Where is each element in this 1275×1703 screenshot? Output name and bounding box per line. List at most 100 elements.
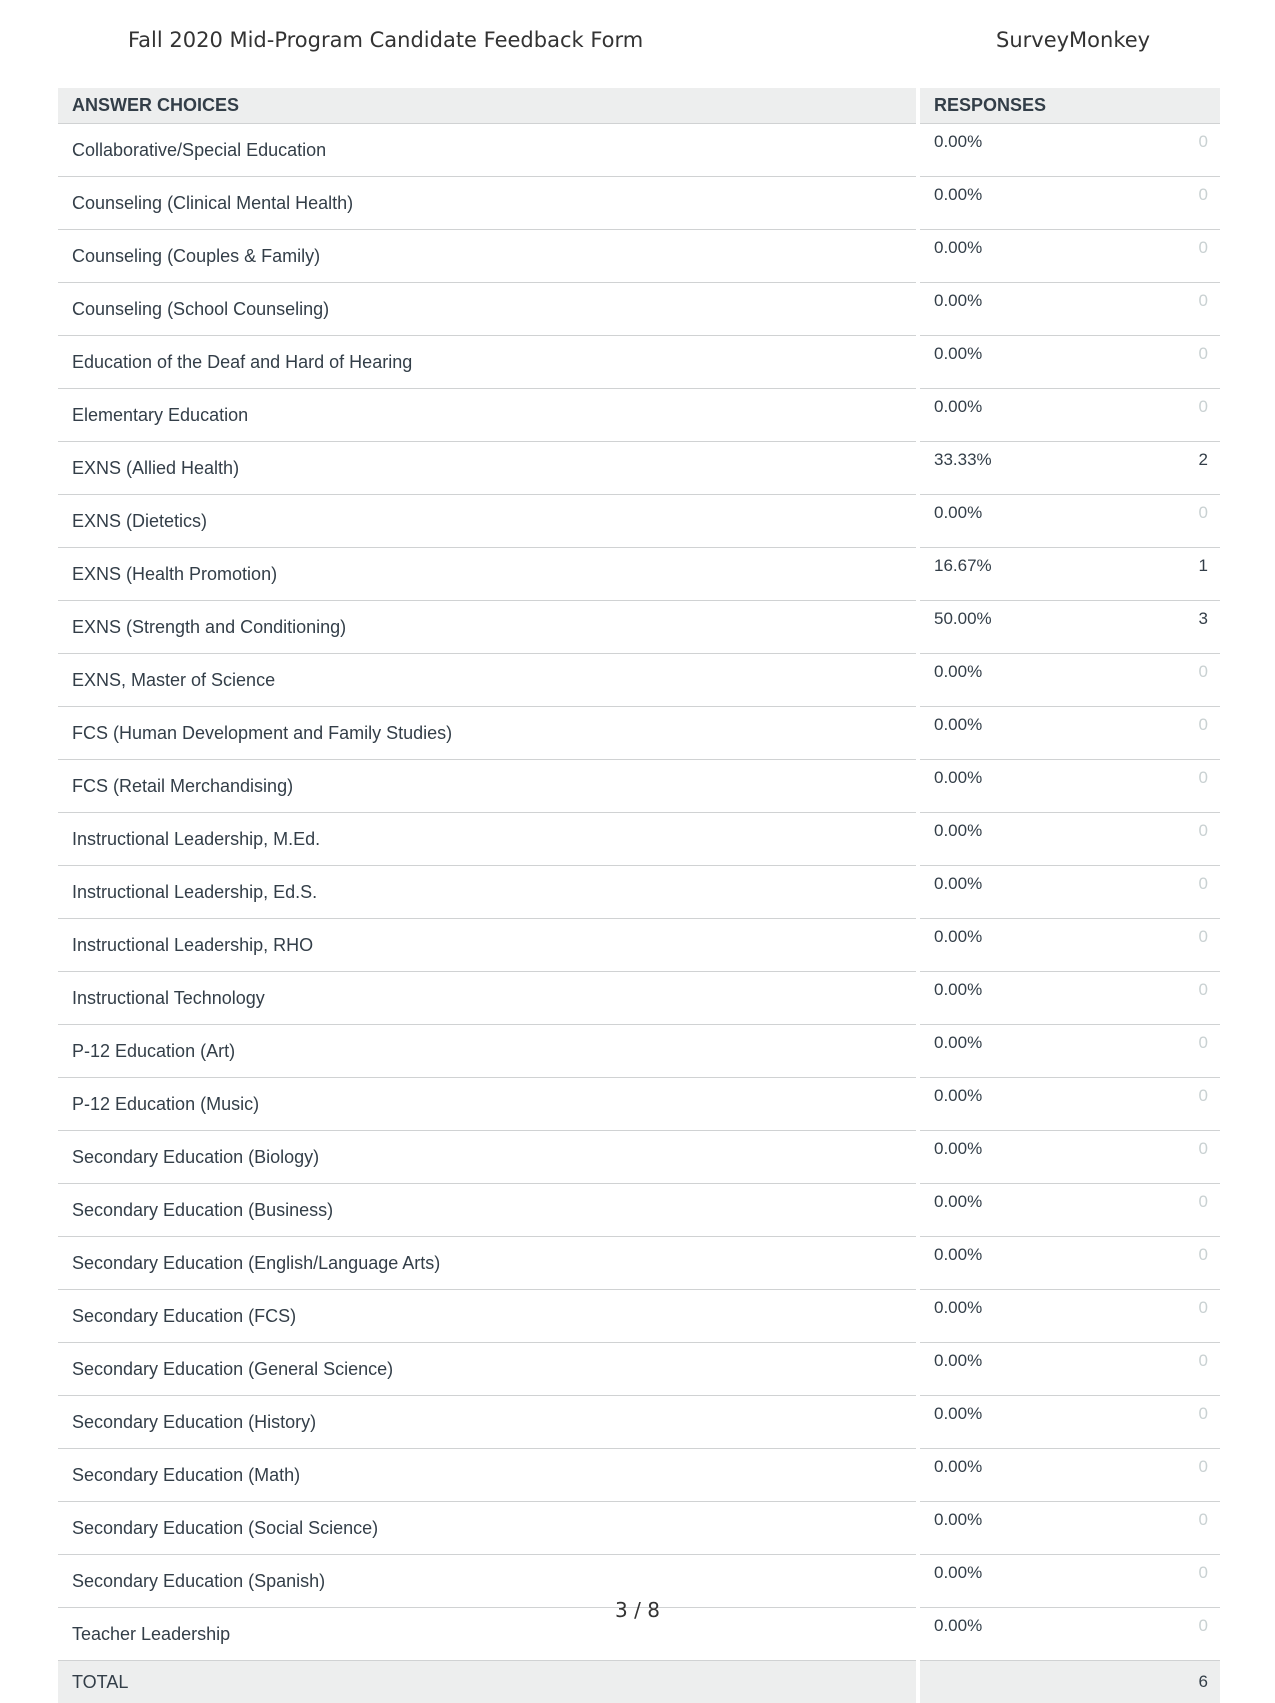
answer-choice-label: EXNS (Dietetics): [58, 495, 918, 548]
response-count: 0: [1108, 1396, 1220, 1449]
response-count: 0: [1108, 1078, 1220, 1131]
answer-choice-label: Secondary Education (Social Science): [58, 1502, 918, 1555]
total-count: 6: [1108, 1661, 1220, 1703]
response-percent: 0.00%: [918, 1449, 1108, 1502]
response-count: 0: [1108, 1449, 1220, 1502]
response-percent: 0.00%: [918, 1237, 1108, 1290]
answer-choice-label: Secondary Education (Business): [58, 1184, 918, 1237]
response-percent: 0.00%: [918, 1290, 1108, 1343]
response-percent: 0.00%: [918, 654, 1108, 707]
response-percent: 0.00%: [918, 866, 1108, 919]
table-row: Education of the Deaf and Hard of Hearin…: [58, 336, 1220, 389]
answer-choice-label: EXNS (Strength and Conditioning): [58, 601, 918, 654]
response-percent: 0.00%: [918, 283, 1108, 336]
response-percent: 0.00%: [918, 1131, 1108, 1184]
response-percent: 50.00%: [918, 601, 1108, 654]
table-row: FCS (Human Development and Family Studie…: [58, 707, 1220, 760]
table-row: Secondary Education (Business)0.00%0: [58, 1184, 1220, 1237]
answer-choice-label: Collaborative/Special Education: [58, 124, 918, 177]
answer-choice-label: EXNS (Health Promotion): [58, 548, 918, 601]
response-count: 0: [1108, 1290, 1220, 1343]
response-count: 0: [1108, 124, 1220, 177]
response-count: 0: [1108, 1184, 1220, 1237]
table-row: Secondary Education (Math)0.00%0: [58, 1449, 1220, 1502]
table-row: Secondary Education (Social Science)0.00…: [58, 1502, 1220, 1555]
response-percent: 0.00%: [918, 919, 1108, 972]
answer-choice-label: P-12 Education (Art): [58, 1025, 918, 1078]
table-row: FCS (Retail Merchandising)0.00%0: [58, 760, 1220, 813]
answer-choice-label: Counseling (Clinical Mental Health): [58, 177, 918, 230]
response-count: 0: [1108, 707, 1220, 760]
responses-header: RESPONSES: [918, 88, 1220, 124]
answer-choice-label: EXNS, Master of Science: [58, 654, 918, 707]
total-percent-empty: [918, 1661, 1108, 1703]
response-percent: 0.00%: [918, 1078, 1108, 1131]
response-percent: 0.00%: [918, 760, 1108, 813]
answer-choice-label: Education of the Deaf and Hard of Hearin…: [58, 336, 918, 389]
response-count: 0: [1108, 813, 1220, 866]
response-percent: 0.00%: [918, 1343, 1108, 1396]
table-row: EXNS (Allied Health)33.33%2: [58, 442, 1220, 495]
table-header-row: ANSWER CHOICES RESPONSES: [58, 88, 1220, 124]
answer-choice-label: FCS (Retail Merchandising): [58, 760, 918, 813]
response-count: 0: [1108, 336, 1220, 389]
response-count: 3: [1108, 601, 1220, 654]
brand-name: SurveyMonkey: [996, 28, 1150, 52]
answer-choice-label: Instructional Leadership, M.Ed.: [58, 813, 918, 866]
table-row: P-12 Education (Music)0.00%0: [58, 1078, 1220, 1131]
answer-choice-label: Counseling (School Counseling): [58, 283, 918, 336]
response-count: 2: [1108, 442, 1220, 495]
answer-choice-label: Secondary Education (General Science): [58, 1343, 918, 1396]
table-row: Secondary Education (Biology)0.00%0: [58, 1131, 1220, 1184]
response-percent: 0.00%: [918, 813, 1108, 866]
total-label: TOTAL: [58, 1661, 918, 1703]
response-count: 0: [1108, 230, 1220, 283]
answer-choice-label: EXNS (Allied Health): [58, 442, 918, 495]
response-count: 0: [1108, 866, 1220, 919]
answer-choice-label: Secondary Education (Math): [58, 1449, 918, 1502]
answer-choice-label: Instructional Leadership, RHO: [58, 919, 918, 972]
table-row: Secondary Education (History)0.00%0: [58, 1396, 1220, 1449]
table-row: EXNS (Dietetics)0.00%0: [58, 495, 1220, 548]
response-count: 0: [1108, 177, 1220, 230]
table-row: Counseling (Clinical Mental Health)0.00%…: [58, 177, 1220, 230]
response-count: 0: [1108, 1025, 1220, 1078]
response-percent: 0.00%: [918, 1396, 1108, 1449]
answer-choices-header: ANSWER CHOICES: [58, 88, 918, 124]
answer-choice-label: Instructional Leadership, Ed.S.: [58, 866, 918, 919]
response-count: 0: [1108, 283, 1220, 336]
table-row: Secondary Education (English/Language Ar…: [58, 1237, 1220, 1290]
response-count: 0: [1108, 972, 1220, 1025]
table-row: P-12 Education (Art)0.00%0: [58, 1025, 1220, 1078]
table-row: Instructional Leadership, Ed.S.0.00%0: [58, 866, 1220, 919]
response-percent: 0.00%: [918, 1025, 1108, 1078]
answer-choice-label: FCS (Human Development and Family Studie…: [58, 707, 918, 760]
table-row: Instructional Leadership, M.Ed.0.00%0: [58, 813, 1220, 866]
answer-choice-label: Elementary Education: [58, 389, 918, 442]
table-row: Secondary Education (General Science)0.0…: [58, 1343, 1220, 1396]
response-count: 0: [1108, 389, 1220, 442]
answer-choice-label: Instructional Technology: [58, 972, 918, 1025]
response-percent: 0.00%: [918, 124, 1108, 177]
response-count: 1: [1108, 548, 1220, 601]
response-count: 0: [1108, 760, 1220, 813]
table-row: EXNS (Health Promotion)16.67%1: [58, 548, 1220, 601]
response-percent: 0.00%: [918, 177, 1108, 230]
response-count: 0: [1108, 1131, 1220, 1184]
response-count: 0: [1108, 1343, 1220, 1396]
answer-choice-label: P-12 Education (Music): [58, 1078, 918, 1131]
response-percent: 0.00%: [918, 1502, 1108, 1555]
answer-choice-label: Secondary Education (History): [58, 1396, 918, 1449]
response-percent: 0.00%: [918, 707, 1108, 760]
results-table: ANSWER CHOICES RESPONSES Collaborative/S…: [58, 88, 1220, 1703]
response-percent: 33.33%: [918, 442, 1108, 495]
answer-choice-label: Secondary Education (English/Language Ar…: [58, 1237, 918, 1290]
response-percent: 0.00%: [918, 972, 1108, 1025]
table-row: Counseling (School Counseling)0.00%0: [58, 283, 1220, 336]
response-count: 0: [1108, 1237, 1220, 1290]
response-count: 0: [1108, 495, 1220, 548]
